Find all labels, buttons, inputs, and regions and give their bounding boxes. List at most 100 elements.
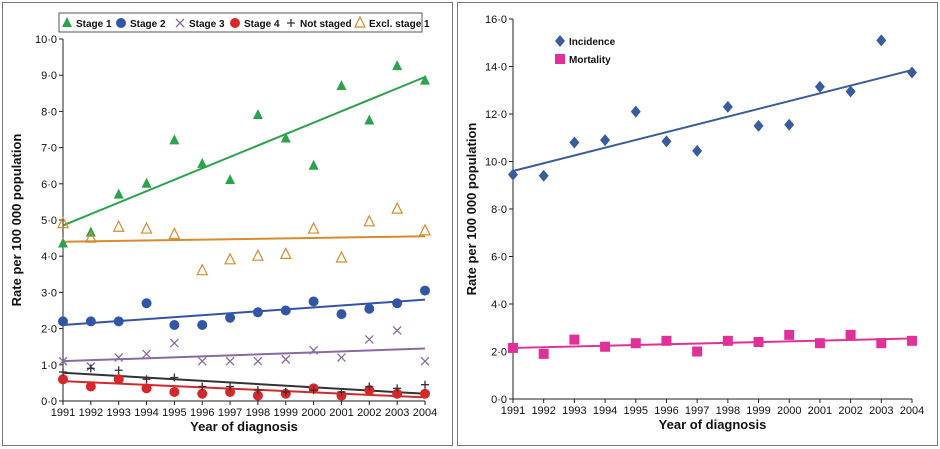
legend-label-mortality: Mortality — [569, 55, 611, 66]
data-point-excl-stage-1 — [57, 216, 69, 229]
data-point-incidence — [569, 136, 580, 149]
data-point-excl-stage-1 — [307, 221, 320, 234]
data-point-mortality — [907, 335, 917, 346]
data-point-incidence — [753, 119, 764, 132]
legend-label-incidence: Incidence — [569, 37, 616, 48]
x-tick-label: 2002 — [838, 405, 862, 417]
y-tick-label: 8·0 — [491, 204, 507, 216]
x-tick-label: 1991 — [51, 407, 75, 419]
data-point-stage-3 — [392, 325, 402, 335]
data-point-excl-stage-1 — [84, 230, 97, 243]
x-tick-label: 1996 — [654, 405, 678, 417]
data-point-incidence — [907, 66, 917, 79]
legend-marker-stage-1 — [62, 17, 72, 27]
data-point-stage-3 — [281, 354, 291, 364]
x-tick-label: 2000 — [301, 407, 325, 419]
data-point-stage-2 — [364, 303, 375, 314]
data-point-stage-4 — [225, 386, 236, 397]
data-point-incidence — [508, 168, 518, 181]
data-point-not-staged — [365, 382, 374, 391]
data-point-incidence — [630, 105, 641, 118]
y-tick-label: 4·0 — [41, 251, 57, 263]
data-point-not-staged — [114, 366, 123, 375]
trend-line-stage-3 — [62, 347, 426, 363]
legend: Incidence Mortality — [555, 35, 616, 66]
x-tick-label: 2003 — [385, 407, 409, 419]
y-axis-title: Rate per 100 000 population — [464, 123, 479, 296]
x-tick-label: 1997 — [685, 405, 709, 417]
x-tick-label: 2004 — [413, 407, 437, 419]
x-tick-label: 1994 — [593, 405, 617, 417]
data-point-stage-3 — [114, 353, 124, 363]
y-tick-label: 12·0 — [485, 109, 507, 121]
data-point-stage-1 — [252, 109, 263, 120]
data-point-not-staged — [142, 375, 151, 384]
data-point-stage-2 — [252, 307, 263, 318]
data-point-mortality — [538, 348, 549, 359]
data-point-mortality — [753, 337, 764, 347]
y-tick-label: 10·0 — [485, 157, 507, 169]
data-point-stage-3 — [253, 356, 263, 366]
data-point-mortality — [784, 329, 795, 340]
data-point-excl-stage-1 — [335, 250, 348, 263]
left-chart-panel: 0·0 1·0 2·0 3·0 4·0 5·0 6·0 7·0 8·0 9·0 10·0 1991 19… — [2, 2, 453, 446]
data-point-stage-4 — [58, 374, 68, 385]
data-point-not-staged — [393, 384, 402, 393]
data-point-excl-stage-1 — [140, 221, 153, 234]
y-tick-label: 4·0 — [491, 299, 507, 311]
data-point-stage-2 — [420, 285, 430, 296]
y-tick-label: 2·0 — [41, 324, 57, 336]
data-point-stage-2 — [280, 305, 291, 316]
data-point-excl-stage-1 — [112, 219, 125, 232]
data-point-stage-4 — [197, 388, 208, 399]
data-point-stage-2 — [113, 316, 124, 327]
data-point-incidence — [814, 80, 825, 93]
x-tick-label: 1998 — [246, 407, 270, 419]
y-tick-label: 5·0 — [41, 215, 57, 227]
legend: Stage 1 Stage 2 Stage 3 Stage 4 Not staged Ex… — [58, 12, 430, 33]
right-chart-panel: 0·0 2·0 4·0 6·0 8·0 10·0 12·0 14·0 16·0 1991 1992 1… — [457, 2, 938, 446]
x-tick-label: 1994 — [134, 407, 158, 419]
data-point-incidence — [784, 118, 795, 131]
data-point-stage-1 — [392, 60, 403, 71]
x-tick-label: 1995 — [162, 407, 186, 419]
x-tick-label: 2003 — [869, 405, 893, 417]
data-point-not-staged — [281, 387, 290, 396]
x-tick-label: 2002 — [357, 407, 381, 419]
data-point-stage-1 — [420, 74, 430, 85]
x-tick-label: 1993 — [106, 407, 130, 419]
legend-marker-mortality — [555, 54, 565, 64]
trend-line-stage-1 — [62, 76, 426, 227]
x-tick-label: 2004 — [900, 405, 924, 417]
data-point-stage-3 — [364, 335, 374, 344]
data-point-stage-4 — [141, 383, 152, 394]
data-point-stage-1 — [225, 174, 236, 185]
legend-marker-incidence — [555, 35, 565, 47]
y-tick-label: 2·0 — [491, 347, 507, 359]
data-point-not-staged — [421, 380, 429, 389]
x-tick-label: 1991 — [501, 405, 525, 417]
y-tick-label: 1·0 — [41, 360, 57, 372]
data-point-not-staged — [170, 373, 179, 382]
series-stage-3 — [58, 325, 430, 372]
data-point-stage-2 — [141, 298, 152, 309]
data-point-stage-3 — [337, 353, 346, 363]
legend-marker-stage-2 — [116, 18, 126, 28]
data-point-stage-4 — [252, 390, 263, 401]
data-point-stage-3 — [58, 356, 68, 366]
x-tick-label: 1999 — [274, 407, 298, 419]
data-point-not-staged — [253, 386, 262, 395]
data-point-incidence — [722, 100, 733, 113]
y-tick-label: 10·0 — [35, 34, 57, 46]
data-point-stage-3 — [420, 356, 430, 366]
y-tick-label: 16·0 — [485, 14, 507, 26]
trend-line-incidence — [512, 69, 913, 172]
y-tick-label: 0·0 — [491, 394, 507, 406]
data-point-excl-stage-1 — [224, 252, 237, 265]
data-point-incidence — [845, 85, 856, 98]
data-point-mortality — [692, 346, 703, 357]
x-tick-label: 1992 — [79, 407, 103, 419]
data-point-stage-1 — [308, 159, 319, 170]
data-point-mortality — [845, 329, 856, 340]
x-tick-label: 1999 — [746, 405, 770, 417]
